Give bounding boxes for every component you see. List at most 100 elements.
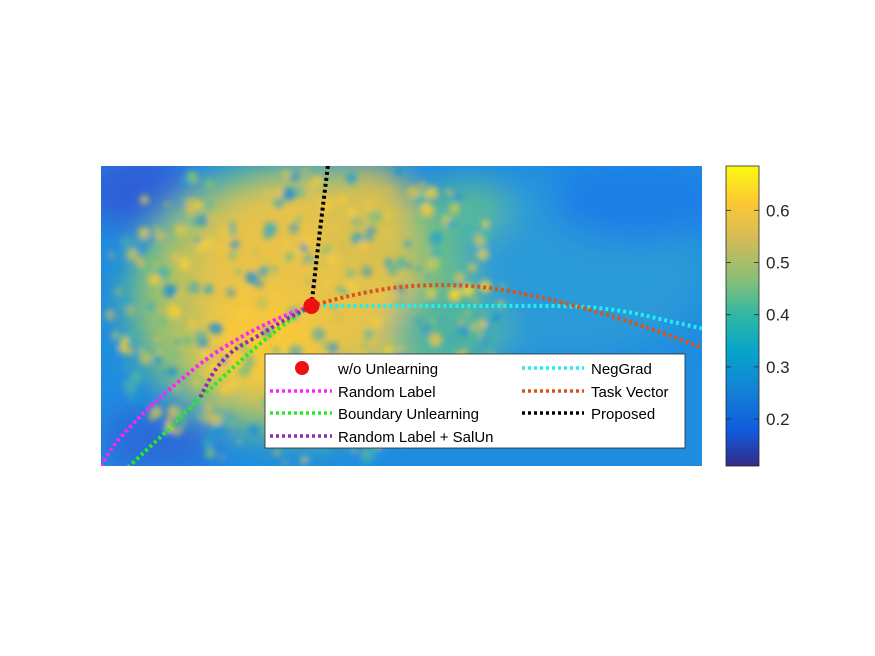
heatmap-speckle <box>429 333 443 347</box>
heatmap-speckle <box>384 345 393 354</box>
heatmap-speckle <box>455 323 470 338</box>
heatmap-speckle <box>283 241 290 248</box>
heatmap-speckle <box>327 342 340 354</box>
heatmap-speckle <box>368 209 383 224</box>
heatmap-speckle <box>114 331 122 339</box>
heatmap-speckle <box>163 284 177 298</box>
heatmap-speckle <box>449 203 460 214</box>
heatmap-speckle <box>425 274 431 279</box>
heatmap-speckle <box>104 309 116 321</box>
heatmap-speckle <box>425 186 439 200</box>
heatmap-speckle <box>426 257 440 271</box>
heatmap-speckle <box>154 230 166 241</box>
heatmap-speckle <box>386 264 399 276</box>
colorbar-tick-label: 0.3 <box>766 358 790 377</box>
heatmap-speckle <box>359 452 374 466</box>
heatmap-speckle <box>135 391 149 405</box>
heatmap-speckle <box>135 257 145 267</box>
heatmap-speckle <box>173 428 181 436</box>
heatmap-speckle <box>153 262 158 267</box>
heatmap-speckle <box>258 267 266 276</box>
point-layer <box>303 298 320 314</box>
heatmap-speckle <box>330 225 338 232</box>
heatmap-speckle <box>479 229 492 242</box>
heatmap-speckle <box>418 181 426 190</box>
heatmap-speckle <box>336 195 347 206</box>
heatmap-speckle <box>303 460 310 466</box>
heatmap-speckle <box>406 185 420 199</box>
heatmap-speckle <box>427 296 440 309</box>
heatmap-speckle <box>395 257 407 269</box>
heatmap-speckle <box>130 370 143 383</box>
heatmap-speckle <box>187 319 197 328</box>
heatmap-speckle <box>454 272 465 283</box>
colorbar: 0.2 0.3 0.4 0.5 0.6 <box>725 165 790 467</box>
heatmap-speckle <box>161 309 167 314</box>
heatmap-speckle <box>321 244 332 255</box>
legend-label-proposed: Proposed <box>591 406 655 423</box>
heatmap-speckle <box>447 336 453 342</box>
heatmap-speckle <box>179 263 188 271</box>
heatmap-speckle <box>170 350 181 360</box>
colorbar-tick-label: 0.2 <box>766 410 790 429</box>
heatmap-speckle <box>188 218 198 228</box>
heatmap-speckle <box>138 227 150 239</box>
heatmap-speckle <box>181 335 193 347</box>
heatmap-speckle <box>386 187 392 193</box>
legend-label-boundary-unlearning: Boundary Unlearning <box>338 406 479 423</box>
legend-label-random-label-salun: Random Label + SalUn <box>338 429 494 446</box>
heatmap-speckle <box>305 254 313 262</box>
heatmap-speckle <box>237 201 242 205</box>
heatmap-speckle <box>229 222 235 228</box>
heatmap-speckle <box>226 288 236 298</box>
heatmap-speckle <box>175 293 182 300</box>
heatmap-speckle <box>230 240 240 250</box>
series-line-neggrad <box>311 303 702 331</box>
heatmap-speckle <box>174 222 188 236</box>
heatmap-speckle <box>391 289 398 296</box>
heatmap-speckle <box>141 262 152 273</box>
heatmap-speckle <box>429 245 443 259</box>
heatmap-speckle <box>181 177 191 186</box>
heatmap-speckle <box>345 268 356 279</box>
heatmap-speckle <box>461 224 472 235</box>
heatmap-speckle <box>264 188 270 195</box>
heatmap-speckle <box>289 171 300 182</box>
heatmap-speckle <box>262 229 273 240</box>
legend-label-wo-unlearning: w/o Unlearning <box>337 361 438 378</box>
heatmap-speckle <box>205 201 214 210</box>
heatmap-speckle <box>489 239 494 245</box>
heatmap-speckle <box>304 275 316 287</box>
heatmap-speckle <box>312 327 326 342</box>
heatmap-speckle <box>170 252 182 264</box>
heatmap-speckle <box>228 379 238 390</box>
heatmap-speckle <box>187 281 201 294</box>
heatmap-speckle <box>162 370 168 376</box>
heatmap-speckle <box>320 196 335 211</box>
heatmap-speckle <box>274 188 283 197</box>
legend-label-task-vector: Task Vector <box>591 384 669 401</box>
heatmap-speckle <box>139 194 150 205</box>
heatmap-speckle <box>287 227 298 238</box>
heatmap-speckle <box>429 316 440 326</box>
heatmap-speckle <box>340 244 348 253</box>
heatmap-speckle <box>153 226 159 231</box>
heatmap-speckle <box>218 398 226 406</box>
heatmap-speckle <box>327 253 339 265</box>
legend-label-neggrad: NegGrad <box>591 361 652 378</box>
heatmap-speckle <box>221 227 233 239</box>
heatmap-speckle <box>167 303 181 317</box>
heatmap-speckle <box>334 312 345 323</box>
heatmap-speckle <box>281 260 286 265</box>
heatmap-speckle <box>273 197 285 208</box>
heatmap-speckle <box>302 258 307 264</box>
heatmap-speckle <box>470 208 478 216</box>
heatmap-speckle <box>196 243 206 253</box>
series-line-random-label-salun <box>198 304 313 399</box>
heatmap-speckle <box>365 225 377 237</box>
heatmap-speckle <box>122 379 137 394</box>
heatmap-speckle <box>307 179 319 191</box>
heatmap-speckle <box>243 355 256 368</box>
heatmap-speckle <box>200 349 211 360</box>
